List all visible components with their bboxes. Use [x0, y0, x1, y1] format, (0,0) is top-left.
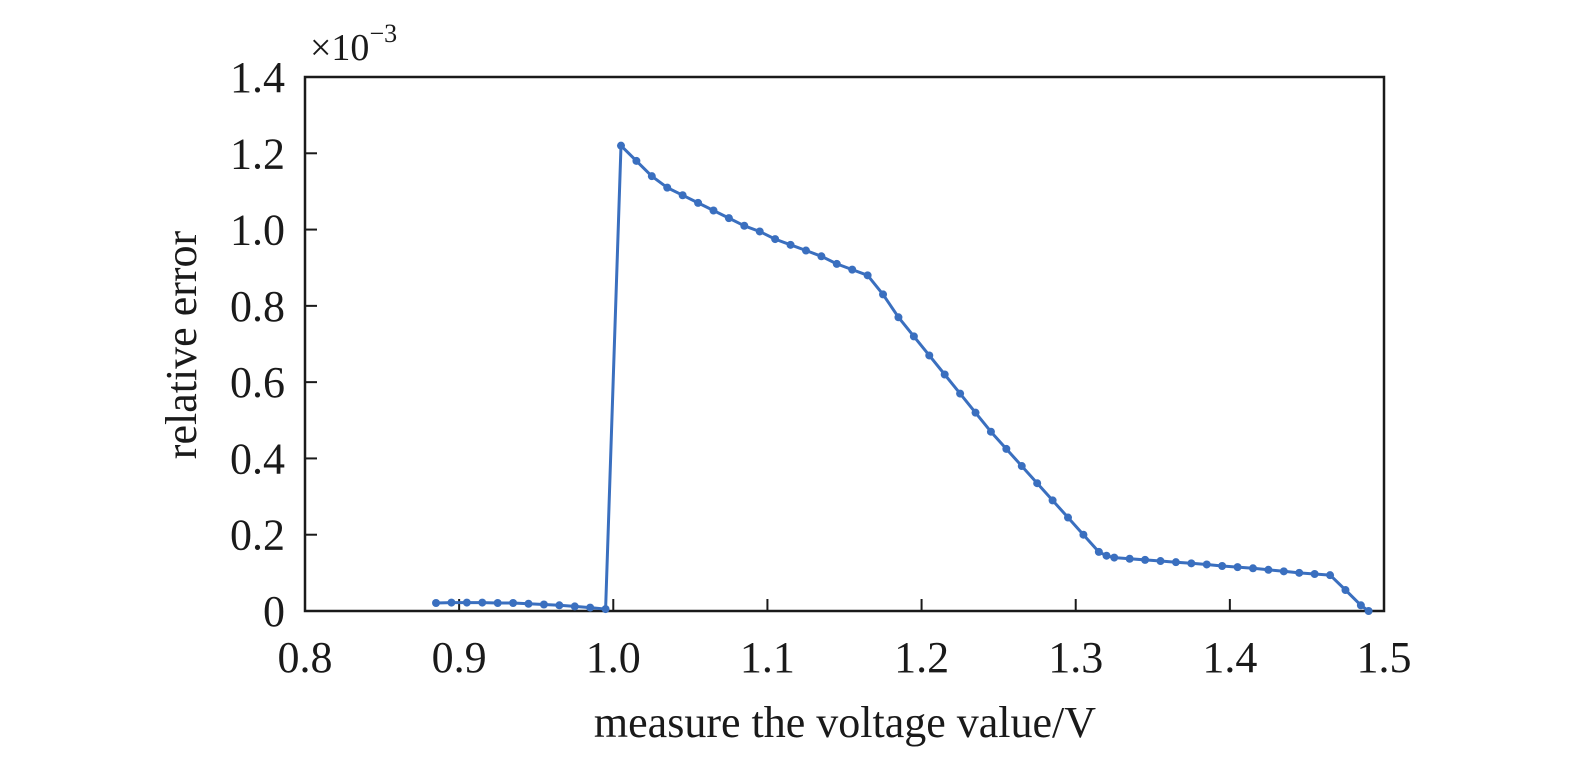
data-point [1094, 547, 1103, 556]
x-tick-label: 0.8 [278, 633, 333, 682]
series-line [435, 144, 1370, 613]
data-point [1364, 607, 1373, 615]
data-point [1248, 564, 1257, 573]
data-point [478, 598, 487, 607]
data-point [1102, 551, 1111, 560]
data-point [663, 183, 672, 192]
data-point [801, 246, 810, 255]
data-point [1125, 554, 1134, 563]
plot-frame [303, 75, 1386, 613]
data-point [447, 598, 456, 607]
x-tick-label: 1.5 [1357, 633, 1412, 682]
data-point [1341, 586, 1350, 595]
data-point [1264, 565, 1273, 574]
data-point [755, 227, 764, 236]
data-point [1017, 462, 1026, 471]
data-point [586, 603, 595, 612]
x-tick-label: 1.2 [894, 633, 949, 682]
data-point [601, 605, 610, 614]
x-tick-label: 1.4 [1202, 633, 1257, 682]
data-point [1141, 555, 1150, 564]
data-point [786, 240, 795, 249]
data-point [539, 600, 548, 609]
data-point [817, 252, 826, 261]
data-point [1310, 570, 1319, 579]
data-point [1187, 559, 1196, 568]
data-point [1326, 571, 1335, 580]
x-tick-label: 1.1 [740, 633, 795, 682]
data-point [1171, 558, 1180, 567]
y-tick-label: 0.8 [230, 282, 285, 331]
data-point [848, 265, 857, 274]
data-point [1002, 444, 1011, 453]
data-point [709, 206, 718, 215]
data-point [1356, 601, 1365, 610]
data-point [1218, 561, 1227, 570]
data-point [1110, 553, 1119, 562]
data-point [524, 599, 533, 608]
data-point [1279, 567, 1288, 576]
y-tick-label: 1.4 [230, 53, 285, 102]
data-point [863, 271, 872, 280]
data-point [894, 313, 903, 322]
y-axis-multiplier: ×10−3 [310, 19, 397, 69]
data-point [832, 259, 841, 268]
data-point [1064, 513, 1073, 522]
data-point [647, 172, 656, 181]
data-point [432, 598, 441, 607]
x-axis-title: measure the voltage value/V [594, 698, 1096, 747]
data-point [1079, 530, 1088, 539]
x-tick-label: 0.9 [432, 633, 487, 682]
data-point [493, 598, 502, 607]
y-tick-label: 0.6 [230, 358, 285, 407]
data-point [909, 332, 918, 341]
data-point [1156, 557, 1165, 566]
y-tick-label: 1.0 [230, 206, 285, 255]
x-tick-label: 1.0 [586, 633, 641, 682]
data-point [986, 427, 995, 436]
data-point [632, 156, 641, 165]
multiplier-exponent: −3 [369, 19, 397, 48]
data-point [555, 601, 564, 610]
data-point [570, 602, 579, 611]
y-tick-label: 1.2 [230, 129, 285, 178]
y-tick-label: 0.4 [230, 434, 285, 483]
x-tick-label: 1.3 [1048, 633, 1103, 682]
data-point [724, 214, 733, 223]
data-point [616, 141, 625, 150]
series-layer [432, 141, 1373, 615]
y-tick-label: 0.2 [230, 511, 285, 560]
data-point [971, 408, 980, 417]
axes-layer: 0.8 0.9 1.0 1.1 1.2 1.3 1.4 1.5 0 0.2 0.4 0.6 0.8 1.0… [230, 53, 1412, 682]
data-point [694, 198, 703, 207]
data-point [879, 290, 888, 299]
data-point [1033, 479, 1042, 488]
y-tick-label: 0 [263, 587, 285, 636]
data-point [1202, 560, 1211, 569]
data-point [925, 351, 934, 360]
data-point [509, 598, 518, 607]
data-point [956, 389, 965, 398]
data-point [1233, 563, 1242, 572]
data-point [462, 598, 471, 607]
data-point [1048, 496, 1057, 505]
y-axis-title: relative error [157, 230, 206, 459]
data-point [771, 235, 780, 244]
data-point [940, 370, 949, 379]
data-point [1295, 568, 1304, 577]
multiplier-base: ×10 [310, 27, 369, 69]
data-point [740, 221, 749, 230]
data-point [678, 191, 687, 200]
